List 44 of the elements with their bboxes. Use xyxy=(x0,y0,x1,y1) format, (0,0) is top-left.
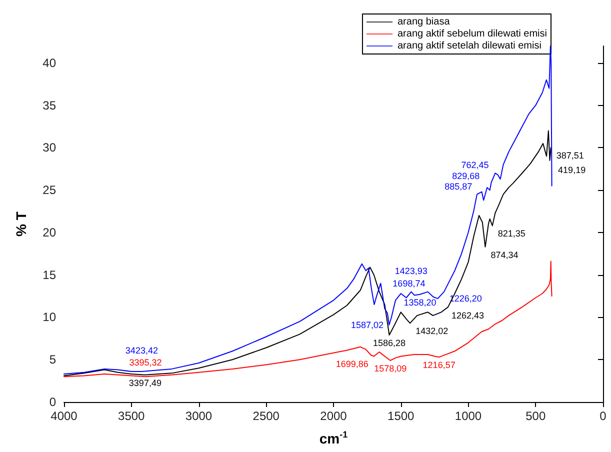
annotation: 1699,86 xyxy=(336,359,368,370)
x-tick-label: 3000 xyxy=(185,409,212,423)
x-tick-label: 500 xyxy=(526,409,546,423)
annotation: 885,87 xyxy=(444,181,472,192)
annotation: 1586,28 xyxy=(372,338,406,348)
legend-label: arang aktif setelah dilewati emisi xyxy=(397,40,542,52)
x-tick-label: 1000 xyxy=(454,409,482,423)
y-tick-label: 25 xyxy=(42,183,56,198)
x-tick-label: 3500 xyxy=(118,409,146,423)
annotation: 1587,02 xyxy=(351,320,384,330)
annotation: 762,45 xyxy=(461,160,489,170)
annotation: 1358,20 xyxy=(404,297,436,308)
y-tick-label: 30 xyxy=(42,140,56,155)
x-tick-label: 4000 xyxy=(50,409,78,423)
annotation: 3423,42 xyxy=(125,345,158,356)
line-series xyxy=(64,130,552,376)
y-tick-label: 20 xyxy=(42,225,56,240)
y-tick-label: 15 xyxy=(42,268,56,282)
annotation: 1423,93 xyxy=(394,266,428,276)
x-tick-label: 2500 xyxy=(252,409,280,423)
annotation: 1698,74 xyxy=(392,278,426,289)
annotation: 1262,43 xyxy=(451,310,484,321)
annotation: 829,68 xyxy=(452,171,480,182)
y-tick-label: 35 xyxy=(42,98,56,112)
y-tick-label: 10 xyxy=(42,310,56,324)
legend-label: arang aktif sebelum dilewati emisi xyxy=(397,28,548,40)
y-tick-label: 0 xyxy=(49,395,56,409)
annotation: 1578,09 xyxy=(374,363,407,374)
line-series xyxy=(64,260,552,378)
annotation: 3395,32 xyxy=(129,358,162,368)
x-tick-label: 2000 xyxy=(320,409,348,423)
annotation: 387,51 xyxy=(556,150,584,161)
annotation: 821,35 xyxy=(498,228,526,239)
x-tick-label: 1500 xyxy=(388,409,415,423)
y-tick-label: 40 xyxy=(42,56,56,70)
annotation: 874,34 xyxy=(490,250,518,260)
annotation: 1432,02 xyxy=(416,326,448,336)
annotation: 1216,57 xyxy=(422,360,456,370)
annotation: 419,19 xyxy=(558,165,586,176)
x-tick-label: 0 xyxy=(600,409,607,423)
y-tick-label: 5 xyxy=(49,352,56,367)
y-axis-title: % T xyxy=(13,211,29,236)
legend-label: arang biasa xyxy=(397,16,450,28)
annotation: 3397,49 xyxy=(128,378,162,388)
